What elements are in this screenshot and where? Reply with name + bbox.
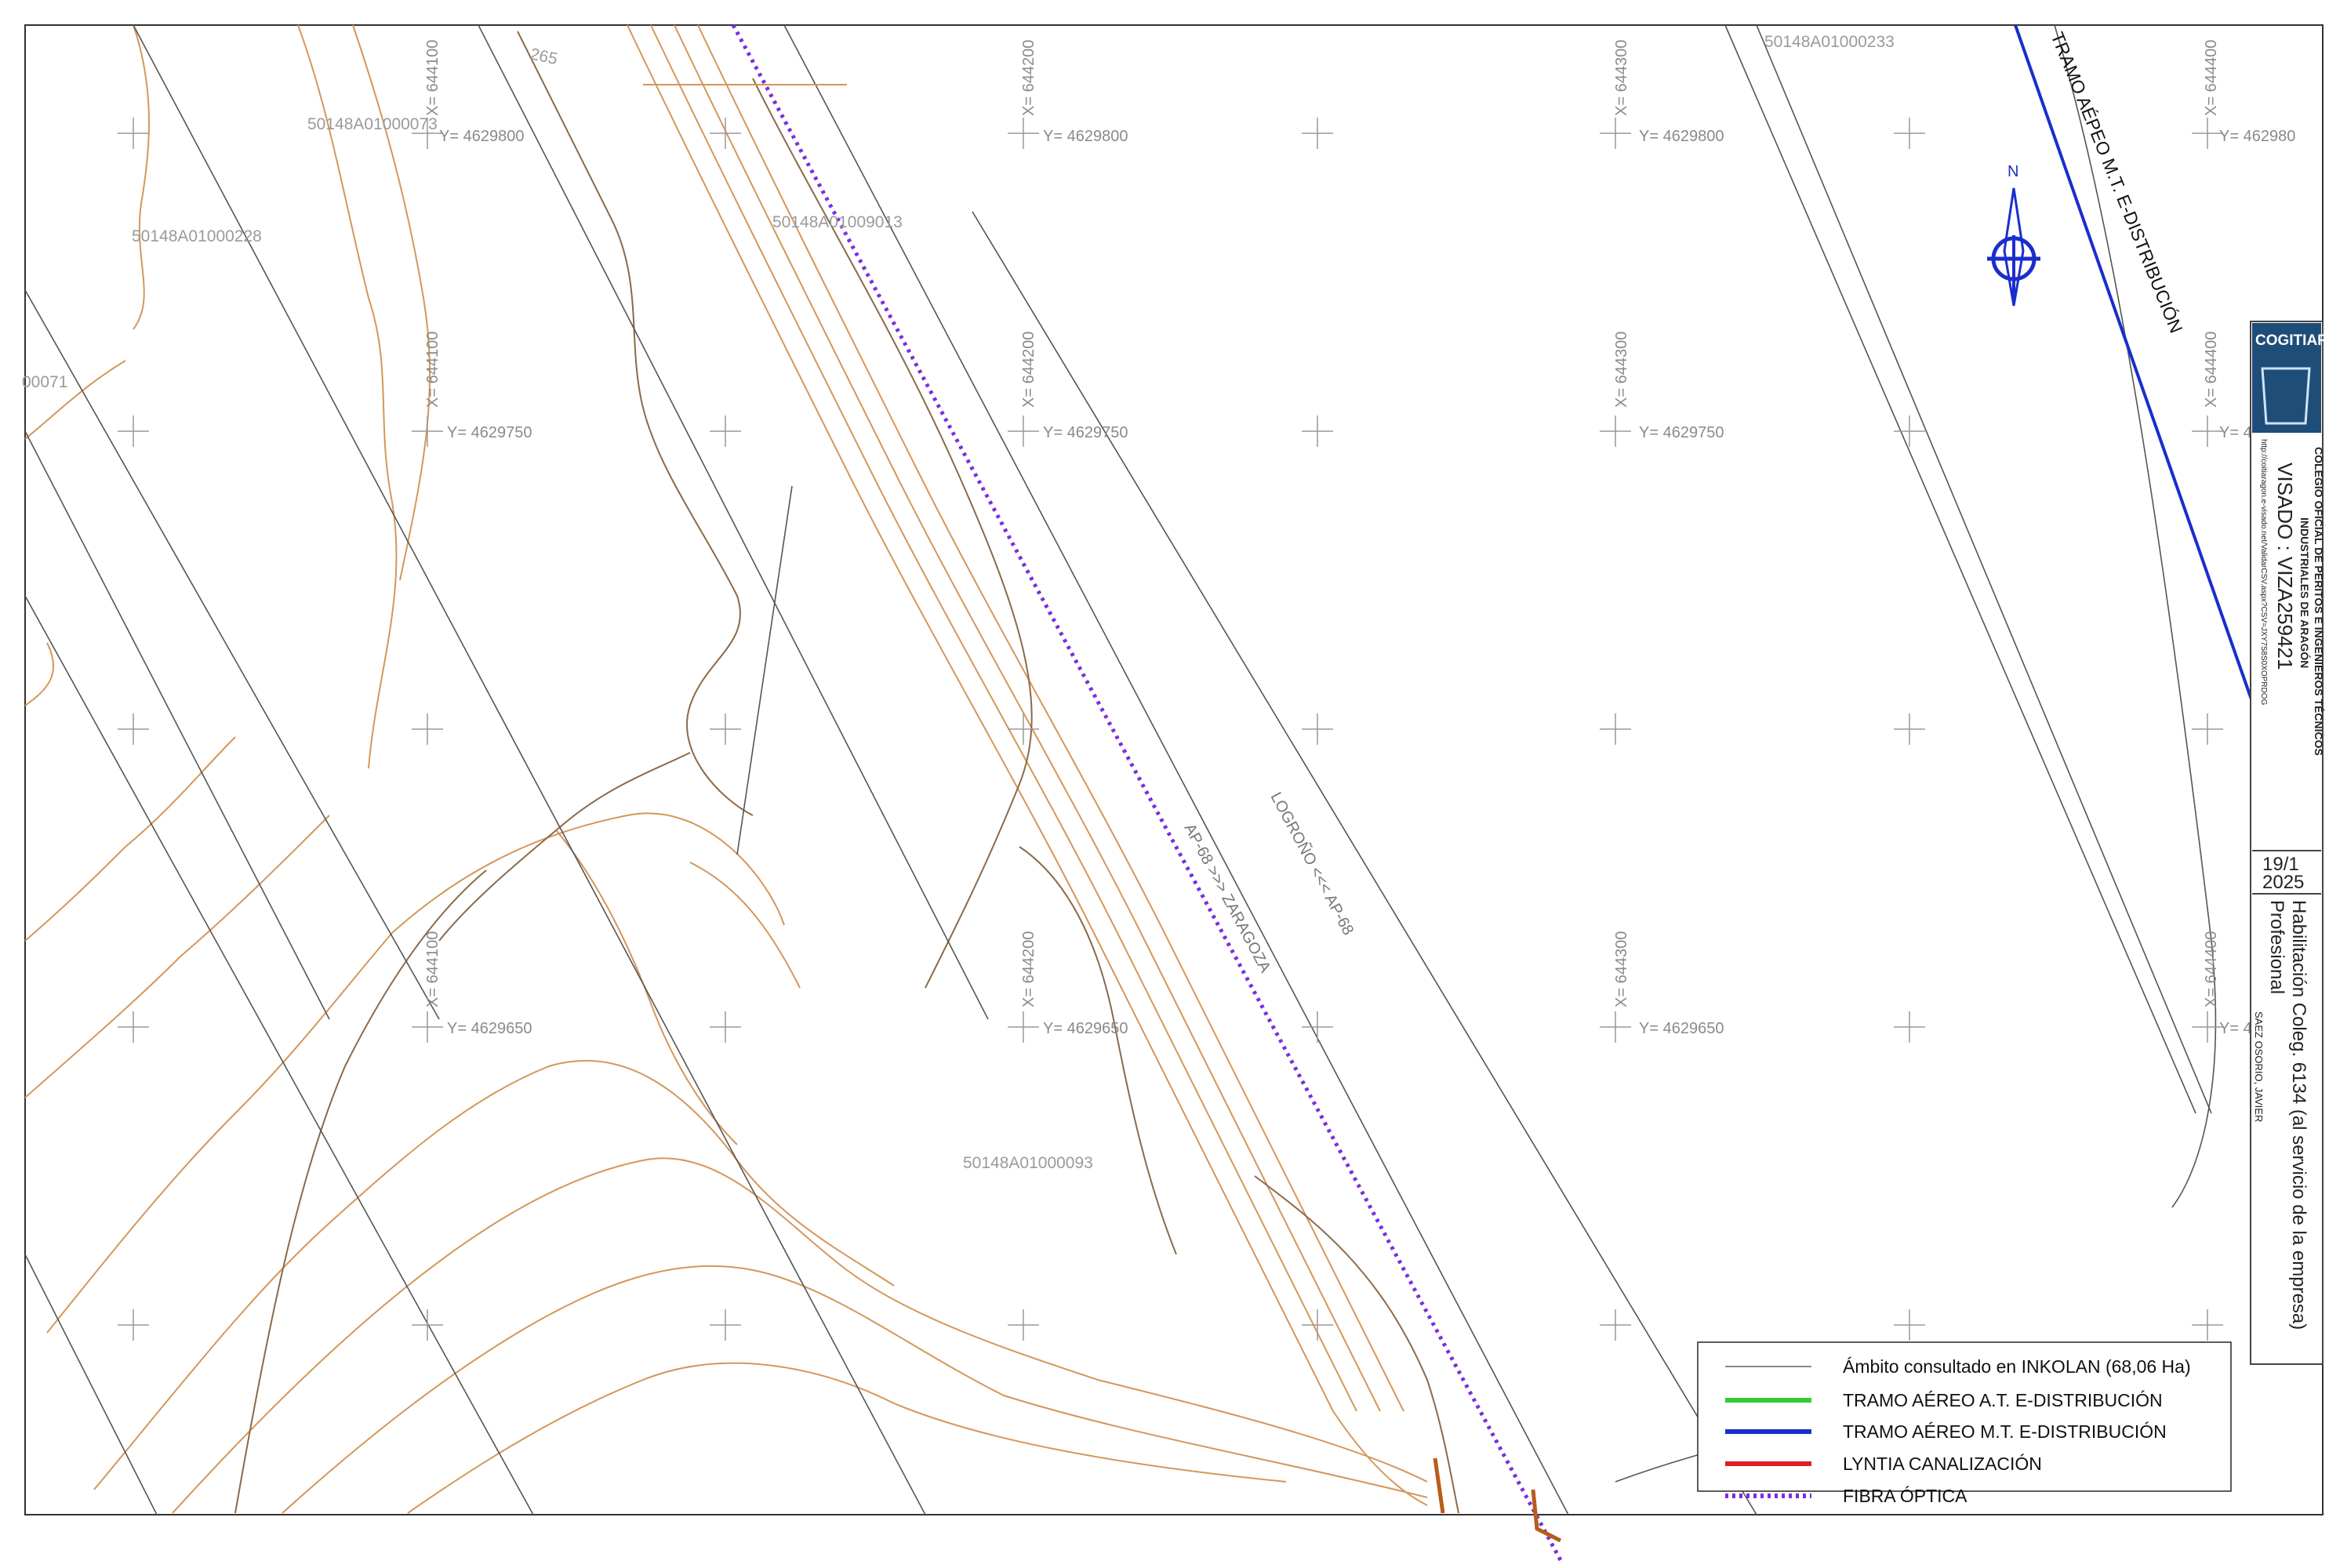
grid-crosses: [118, 118, 2223, 1341]
y-label-4629800-c: Y= 4629800: [1639, 128, 1724, 145]
road-label-ap68-zaragoza: AP-68 >>> ZARAGOZA: [1181, 821, 1274, 976]
y-label-4629750-b: Y= 4629750: [1043, 424, 1128, 441]
y-label-4629800-b: Y= 4629800: [1043, 128, 1128, 145]
stamp-college-1: COLEGIO OFICIAL DE PERITOS E INGENIEROS …: [2313, 447, 2325, 756]
y-label-4629650-b: Y= 4629650: [1043, 1020, 1128, 1037]
road-label-logrono-ap68: LOGROÑO <<< AP-68: [1267, 789, 1358, 938]
parcel-label-228: 50148A01000228: [132, 227, 262, 245]
legend-label-at: TRAMO AÉREO A.T. E-DISTRIBUCIÓN: [1843, 1390, 2163, 1410]
x-label-644200-a: X= 644200: [1020, 40, 1037, 116]
x-label-644400-b: X= 644400: [2203, 332, 2220, 408]
y-label-4629800-d: Y= 462980: [2219, 128, 2295, 145]
grid-labels: Y= 4629800 Y= 4629800 Y= 4629800 Y= 4629…: [424, 40, 2304, 1037]
parcel-labels: 50148A01000073 50148A01000228 50148A0100…: [22, 33, 1895, 1172]
fibra-optica-line: [731, 24, 1563, 1562]
legend-label-fibra: FIBRA ÓPTICA: [1843, 1486, 1967, 1506]
stamp-url: http://coitiaragon.e-visado.net/ValidarC…: [2259, 439, 2268, 706]
legend-label-ambito: Ámbito consultado en INKOLAN (68,06 Ha): [1843, 1356, 2191, 1377]
stamp-college-2: INDUSTRIALES DE ARAGÓN: [2298, 517, 2312, 668]
stamp-name: SAEZ OSORIO, JAVIER: [2253, 1011, 2265, 1122]
stamp-date-1: 19/1: [2262, 854, 2299, 875]
x-label-644100-a: X= 644100: [424, 40, 441, 116]
stamp-logo-emblem: [2261, 367, 2311, 425]
north-arrow-icon: [2003, 187, 2025, 307]
x-label-644300-a: X= 644300: [1613, 40, 1630, 116]
north-arrow: N: [1987, 163, 2040, 307]
parcel-label-233: 50148A01000233: [1764, 33, 1895, 51]
y-label-4629750-c: Y= 4629750: [1639, 424, 1724, 441]
parcel-lines: [24, 24, 2217, 1515]
x-label-644200-b: X= 644200: [1020, 332, 1037, 408]
stamp-profesional: Profesional: [2266, 900, 2287, 994]
x-label-644100-c: X= 644100: [424, 931, 441, 1007]
stamp-date-2: 2025: [2262, 872, 2304, 893]
x-label-644300-c: X= 644300: [1613, 931, 1630, 1007]
y-label-4629650-c: Y= 4629650: [1639, 1020, 1724, 1037]
x-label-644400-c: X= 644400: [2203, 931, 2220, 1007]
parcel-label-071: 00071: [22, 373, 67, 391]
contour-label: 265: [529, 45, 559, 68]
y-label-4629650-a: Y= 4629650: [447, 1020, 532, 1037]
stamp-visado: VISADO : VIZA259421: [2273, 463, 2297, 670]
contour-lines: [24, 24, 1428, 1514]
x-label-644400-a: X= 644400: [2203, 40, 2220, 116]
legend-label-mt: TRAMO AÉREO M.T. E-DISTRIBUCIÓN: [1843, 1421, 2167, 1442]
x-label-644100-b: X= 644100: [424, 332, 441, 408]
parcel-label-9013: 50148A01009013: [772, 213, 903, 231]
north-label: N: [2007, 163, 2018, 180]
parcel-label-093: 50148A01000093: [963, 1154, 1093, 1172]
stamp-outer: [2250, 321, 2324, 1365]
legend: Ámbito consultado en INKOLAN (68,06 Ha) …: [1697, 1341, 2232, 1506]
x-label-644200-c: X= 644200: [1020, 931, 1037, 1007]
parcel-label-073: 50148A01000073: [307, 115, 438, 133]
y-label-4629750-a: Y= 4629750: [447, 424, 532, 441]
contour-lines-dark: [234, 31, 1459, 1514]
legend-label-lyntia: LYNTIA CANALIZACIÓN: [1843, 1454, 2042, 1474]
map-frame: [24, 24, 2324, 1515]
y-label-4629800-a: Y= 4629800: [439, 128, 524, 145]
canalizacion-feature: [1433, 1457, 1562, 1543]
stamp-logo: COGITIAR: [2255, 332, 2328, 349]
x-label-644300-b: X= 644300: [1613, 332, 1630, 408]
visado-stamp: COGITIAR COLEGIO OFICIAL DE PERITOS E IN…: [2250, 321, 2328, 1365]
stamp-habilitacion: Habilitación Coleg. 6134 (al servicio de…: [2288, 900, 2309, 1330]
